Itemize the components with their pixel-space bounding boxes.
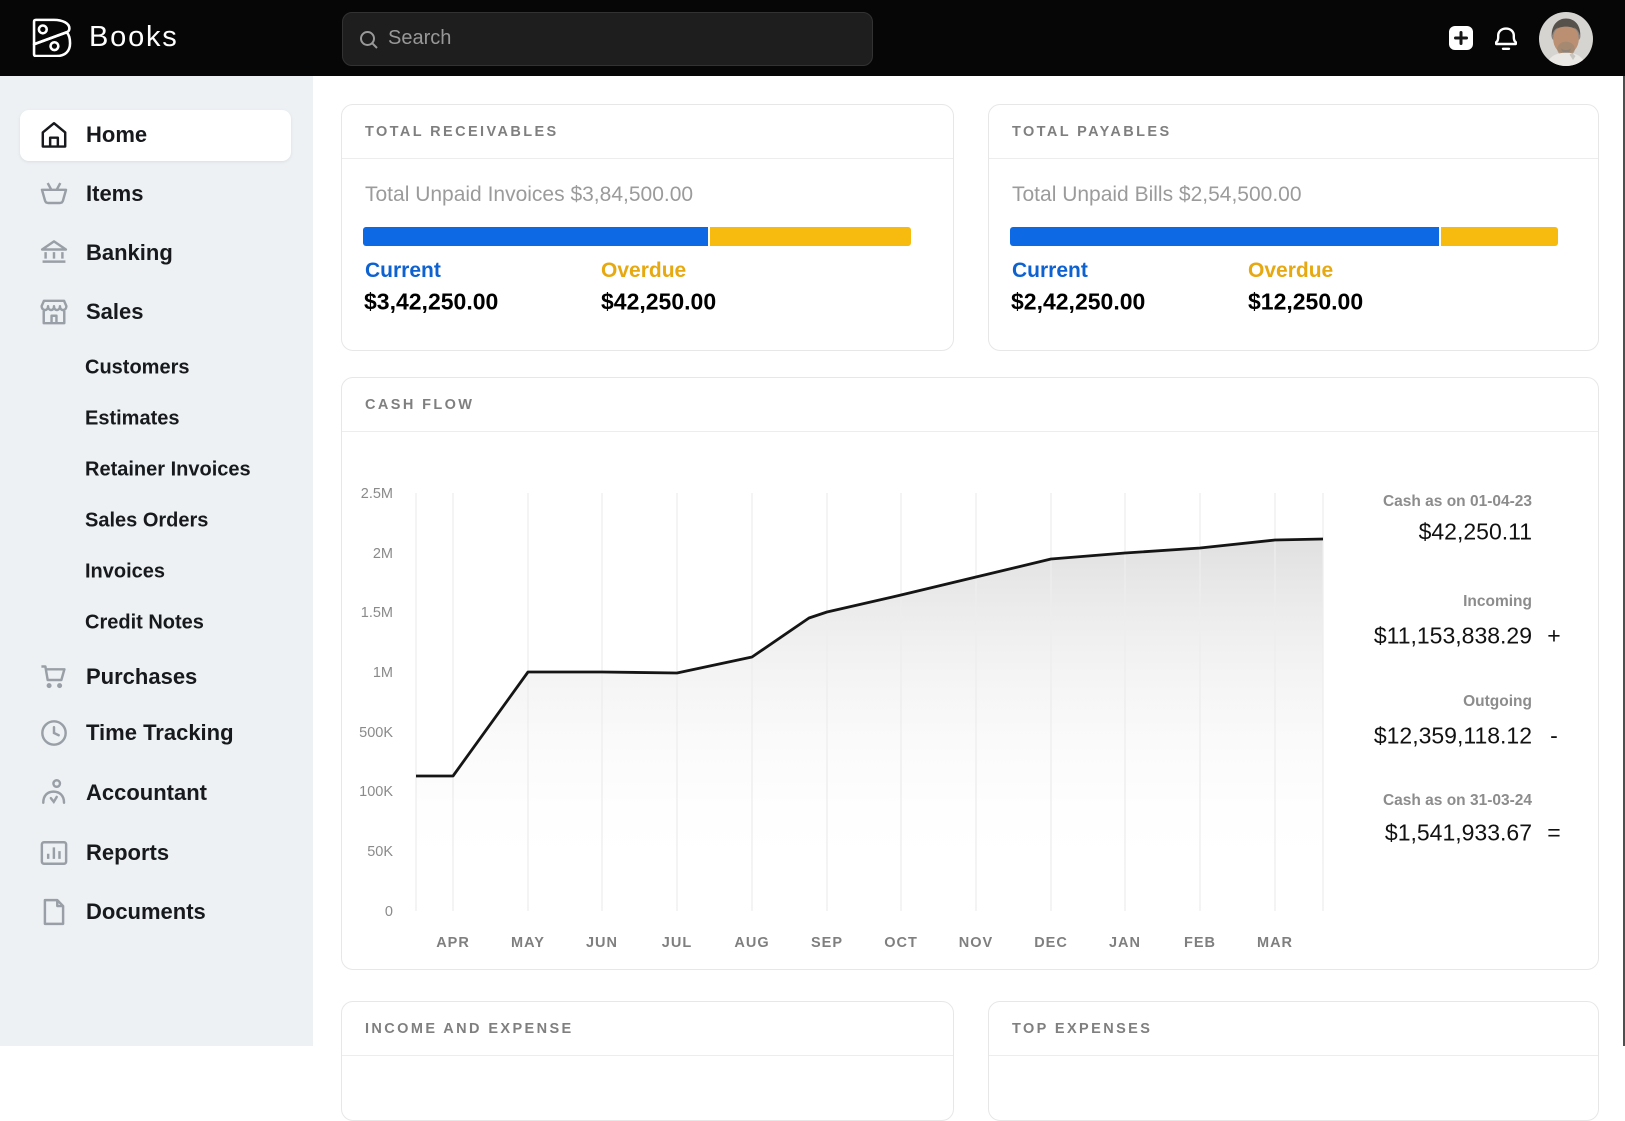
svg-text:MAY: MAY xyxy=(511,935,545,951)
svg-text:MAR: MAR xyxy=(1257,935,1293,951)
svg-text:2.5M: 2.5M xyxy=(361,486,393,502)
svg-text:JAN: JAN xyxy=(1109,935,1141,951)
svg-text:1.5M: 1.5M xyxy=(361,605,393,621)
svg-text:DEC: DEC xyxy=(1034,935,1068,951)
svg-text:0: 0 xyxy=(385,904,393,920)
svg-text:100K: 100K xyxy=(359,784,393,800)
svg-text:OCT: OCT xyxy=(884,935,918,951)
svg-text:JUL: JUL xyxy=(662,935,692,951)
svg-text:SEP: SEP xyxy=(811,935,843,951)
svg-text:NOV: NOV xyxy=(959,935,993,951)
svg-text:JUN: JUN xyxy=(586,935,618,951)
svg-text:APR: APR xyxy=(436,935,470,951)
svg-text:50K: 50K xyxy=(367,844,393,860)
svg-text:500K: 500K xyxy=(359,725,393,741)
svg-text:FEB: FEB xyxy=(1184,935,1216,951)
svg-text:1M: 1M xyxy=(373,665,393,681)
svg-text:2M: 2M xyxy=(373,546,393,562)
svg-text:AUG: AUG xyxy=(734,935,769,951)
